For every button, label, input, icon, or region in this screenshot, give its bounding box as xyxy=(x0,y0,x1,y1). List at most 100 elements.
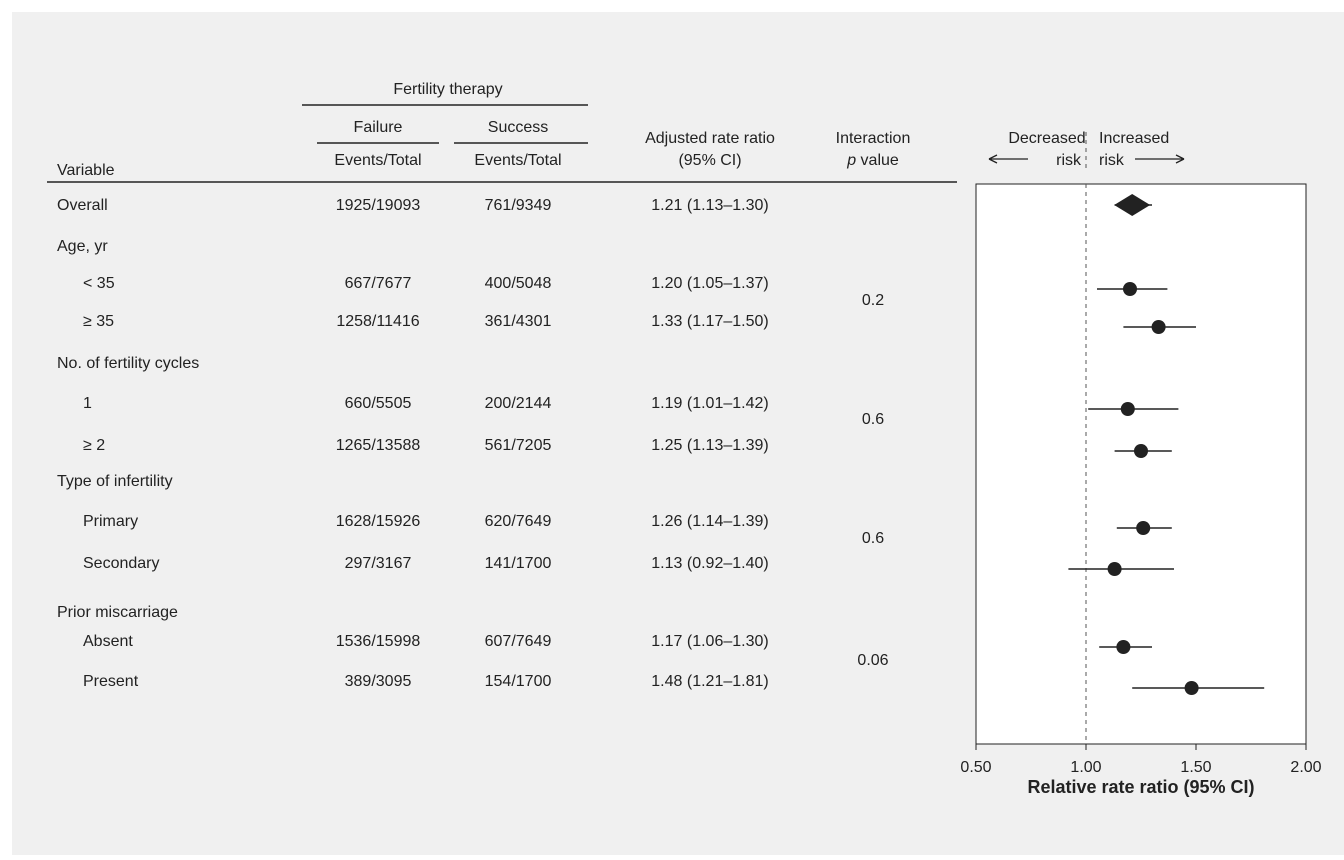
forest-point xyxy=(1099,640,1152,654)
row-label: Type of infertility xyxy=(57,473,173,490)
interaction-p-label: p xyxy=(846,152,856,169)
forest-point xyxy=(1097,282,1168,296)
failure-events-cell: 1925/19093 xyxy=(336,197,421,214)
x-axis-label: Relative rate ratio (95% CI) xyxy=(1027,777,1254,797)
forest-point xyxy=(1114,194,1152,216)
table-row: Secondary 297/3167 141/1700 1.13 (0.92–1.40… xyxy=(83,555,769,572)
forest-point xyxy=(1088,402,1179,416)
x-tick-label: 0.50 xyxy=(960,759,991,776)
interaction-p-value: 0.6 xyxy=(862,530,884,547)
table-header: Fertility therapy Failure Success Variab… xyxy=(47,81,957,183)
right-arrow-icon xyxy=(1135,154,1185,164)
forest-point xyxy=(1116,521,1172,535)
rate-ratio-cell: 1.19 (1.01–1.42) xyxy=(651,395,768,412)
interaction-header-line1: Interaction xyxy=(836,130,911,147)
table-row: 1 660/5505 200/2144 1.19 (1.01–1.42) xyxy=(83,395,769,412)
row-label: Secondary xyxy=(83,555,160,572)
failure-events-cell: 389/3095 xyxy=(345,673,412,690)
interaction-header-line2: p value xyxy=(846,152,899,169)
plot-area: 0.50 1.00 1.50 2.00 Relative rate ratio (95… xyxy=(960,132,1322,797)
point-estimate xyxy=(1151,320,1166,334)
point-estimate xyxy=(1120,402,1135,416)
row-label: ≥ 35 xyxy=(83,313,114,330)
row-label: Absent xyxy=(83,633,133,650)
table-row: Prior miscarriage xyxy=(57,604,178,621)
point-estimate xyxy=(1134,444,1148,458)
rate-ratio-cell: 1.48 (1.21–1.81) xyxy=(651,673,768,690)
x-tick-label: 2.00 xyxy=(1290,759,1321,776)
left-arrow-icon xyxy=(988,154,1028,164)
table-row: Present 389/3095 154/1700 1.48 (1.21–1.81) xyxy=(83,673,769,690)
point-estimate xyxy=(1107,562,1122,576)
success-events-cell: 607/7649 xyxy=(485,633,552,650)
point-estimate xyxy=(1184,681,1199,695)
failure-events-cell: 1258/11416 xyxy=(336,313,419,330)
decreased-risk-label: risk xyxy=(1056,152,1082,169)
ratio-header-line2: (95% CI) xyxy=(678,152,741,169)
forest-point xyxy=(1123,320,1196,334)
success-events-cell: 200/2144 xyxy=(485,395,552,412)
success-events-cell: 361/4301 xyxy=(485,313,552,330)
rate-ratio-cell: 1.13 (0.92–1.40) xyxy=(651,555,768,572)
variable-header: Variable xyxy=(57,162,115,179)
forest-marks xyxy=(1068,194,1265,695)
row-label: < 35 xyxy=(83,275,115,292)
forest-point xyxy=(1114,444,1172,458)
rate-ratio-cell: 1.20 (1.05–1.37) xyxy=(651,275,768,292)
interaction-column: 0.2 0.6 0.6 0.06 xyxy=(857,292,888,669)
failure-events-header: Events/Total xyxy=(334,152,421,169)
table-row: Primary 1628/15926 620/7649 1.26 (1.14–1.39… xyxy=(83,513,769,530)
table-row: Age, yr xyxy=(57,238,108,255)
increased-label: Increased xyxy=(1099,130,1169,147)
success-events-cell: 141/1700 xyxy=(485,555,552,572)
table-row: Overall 1925/19093 761/9349 1.21 (1.13–1.30… xyxy=(57,197,769,214)
x-tick-label: 1.50 xyxy=(1180,759,1211,776)
failure-events-cell: 660/5505 xyxy=(345,395,412,412)
row-label: Primary xyxy=(83,513,138,530)
table-row: < 35 667/7677 400/5048 1.20 (1.05–1.37) xyxy=(83,275,769,292)
success-events-header: Events/Total xyxy=(474,152,561,169)
table-row: ≥ 2 1265/13588 561/7205 1.25 (1.13–1.39) xyxy=(83,437,769,454)
decreased-label: Decreased xyxy=(1008,130,1085,147)
row-label: Overall xyxy=(57,197,108,214)
row-label: Age, yr xyxy=(57,238,108,255)
point-estimate xyxy=(1136,521,1151,535)
summary-diamond xyxy=(1114,194,1151,216)
forest-point xyxy=(1132,681,1265,695)
rate-ratio-cell: 1.25 (1.13–1.39) xyxy=(651,437,768,454)
rate-ratio-cell: 1.33 (1.17–1.50) xyxy=(651,313,768,330)
success-header: Success xyxy=(488,119,548,136)
failure-events-cell: 1536/15998 xyxy=(336,633,421,650)
x-axis: 0.50 1.00 1.50 2.00 xyxy=(960,744,1322,776)
rate-ratio-cell: 1.17 (1.06–1.30) xyxy=(651,633,768,650)
failure-header: Failure xyxy=(354,119,403,136)
forest-point xyxy=(1068,562,1174,576)
failure-events-cell: 667/7677 xyxy=(345,275,412,292)
plot-background xyxy=(975,183,1307,745)
ratio-header-line1: Adjusted rate ratio xyxy=(645,130,775,147)
table-row: No. of fertility cycles xyxy=(57,355,199,372)
failure-events-cell: 297/3167 xyxy=(345,555,412,572)
success-events-cell: 154/1700 xyxy=(485,673,552,690)
row-label: No. of fertility cycles xyxy=(57,355,199,372)
success-events-cell: 561/7205 xyxy=(485,437,552,454)
row-label: Prior miscarriage xyxy=(57,604,178,621)
success-events-cell: 400/5048 xyxy=(485,275,552,292)
row-label: ≥ 2 xyxy=(83,437,105,454)
success-events-cell: 620/7649 xyxy=(485,513,552,530)
success-events-cell: 761/9349 xyxy=(485,197,552,214)
table-body: Overall 1925/19093 761/9349 1.21 (1.13–1.30… xyxy=(57,197,769,690)
forest-plot-figure: Fertility therapy Failure Success Variab… xyxy=(47,81,1322,797)
table-row: Type of infertility xyxy=(57,473,173,490)
failure-events-cell: 1265/13588 xyxy=(336,437,421,454)
rate-ratio-cell: 1.21 (1.13–1.30) xyxy=(651,197,768,214)
point-estimate xyxy=(1123,282,1137,296)
table-row: Absent 1536/15998 607/7649 1.17 (1.06–1.30) xyxy=(83,633,769,650)
row-label: Present xyxy=(83,673,139,690)
x-tick-label: 1.00 xyxy=(1070,759,1101,776)
fertility-therapy-header: Fertility therapy xyxy=(393,81,502,98)
interaction-p-value: 0.2 xyxy=(862,292,884,309)
row-label: 1 xyxy=(83,395,92,412)
table-row: ≥ 35 1258/11416 361/4301 1.33 (1.17–1.50) xyxy=(83,313,769,330)
rate-ratio-cell: 1.26 (1.14–1.39) xyxy=(651,513,768,530)
